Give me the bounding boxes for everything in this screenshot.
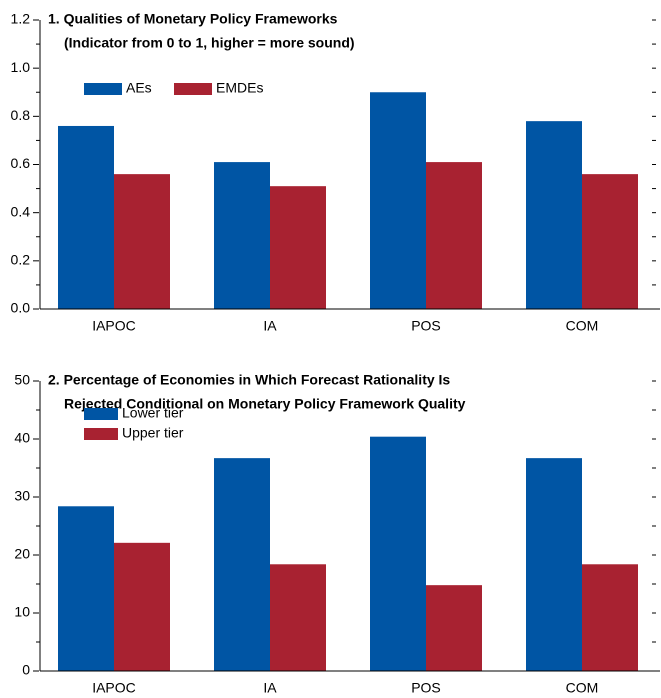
legend-label: EMDEs [216, 80, 263, 96]
y-tick-label: 0.2 [11, 252, 31, 268]
y-tick-label: 20 [14, 546, 30, 562]
chart-title: 2. Percentage of Economies in Which Fore… [48, 372, 450, 388]
x-tick-label: POS [411, 680, 441, 696]
bar [582, 564, 638, 671]
bar [114, 542, 170, 671]
bar [270, 564, 326, 671]
x-tick-label: IAPOC [92, 680, 136, 696]
y-tick-label: 50 [14, 372, 30, 388]
bar [114, 174, 170, 309]
legend-swatch [174, 83, 212, 95]
bar [426, 162, 482, 309]
x-tick-label: POS [411, 318, 441, 334]
bar [582, 174, 638, 309]
bar [270, 186, 326, 309]
legend-label: AEs [126, 80, 152, 96]
bar [214, 162, 270, 309]
chart-title: 1. Qualities of Monetary Policy Framewor… [48, 11, 338, 27]
x-tick-label: IA [263, 680, 277, 696]
bar [58, 125, 114, 309]
y-tick-label: 10 [14, 604, 30, 620]
legend-swatch [84, 83, 122, 95]
y-tick-label: 0.4 [11, 203, 31, 219]
chart-title: (Indicator from 0 to 1, higher = more so… [64, 35, 355, 51]
y-tick-label: 1.2 [11, 11, 31, 27]
legend-swatch [84, 408, 118, 420]
bar [370, 436, 426, 671]
y-tick-label: 1.0 [11, 59, 31, 75]
y-tick-label: 0 [22, 662, 30, 678]
x-tick-label: COM [566, 680, 599, 696]
y-tick-label: 0.6 [11, 155, 31, 171]
chart-title: Rejected Conditional on Monetary Policy … [64, 396, 466, 412]
bar [526, 458, 582, 671]
bar [426, 585, 482, 671]
bar [526, 121, 582, 310]
bar [214, 458, 270, 671]
x-tick-label: IA [263, 318, 277, 334]
legend-label: Upper tier [122, 425, 184, 441]
bar [58, 506, 114, 671]
bar [370, 92, 426, 309]
y-tick-label: 40 [14, 430, 30, 446]
y-tick-label: 0.0 [11, 300, 31, 316]
legend-label: Lower tier [122, 405, 184, 421]
x-tick-label: IAPOC [92, 318, 136, 334]
y-tick-label: 0.8 [11, 107, 31, 123]
x-tick-label: COM [566, 318, 599, 334]
legend-swatch [84, 428, 118, 440]
y-tick-label: 30 [14, 488, 30, 504]
